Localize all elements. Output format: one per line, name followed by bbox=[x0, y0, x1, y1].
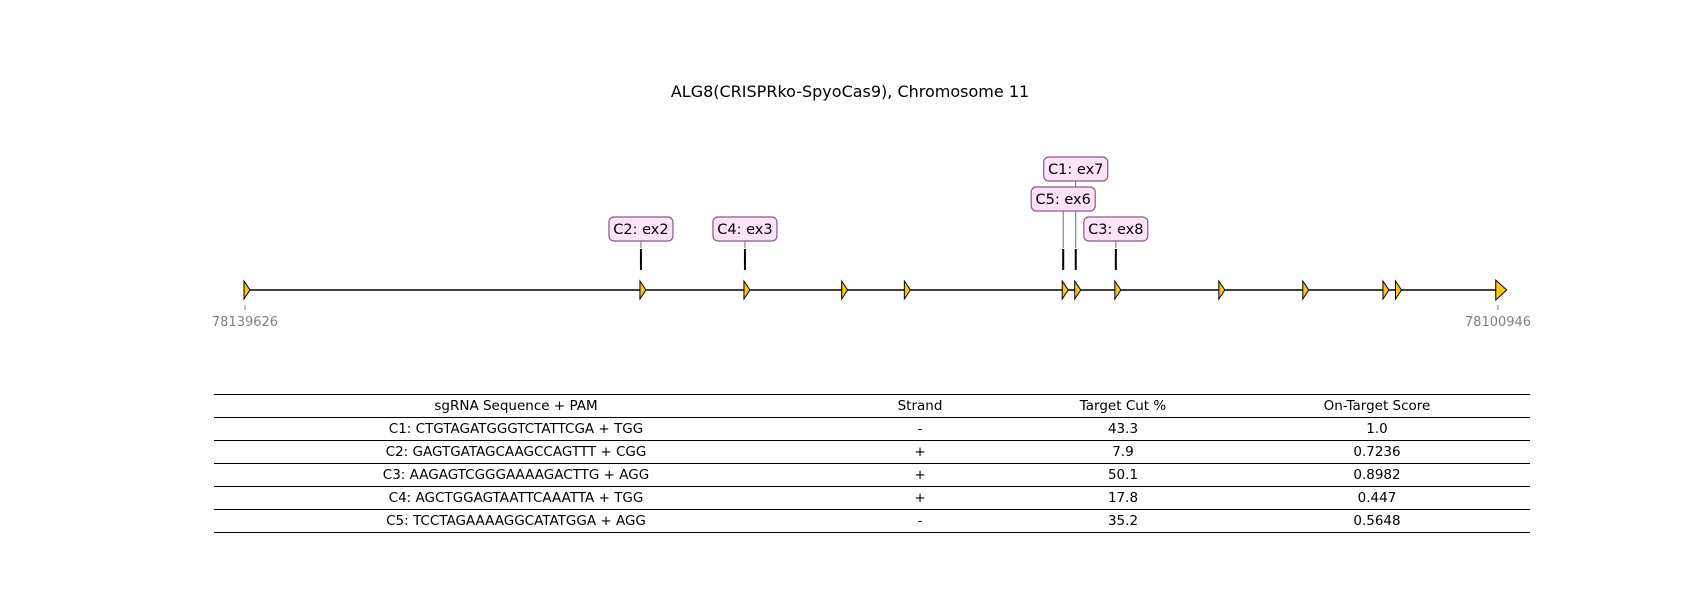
exon-marker bbox=[1074, 279, 1082, 301]
start-coordinate: 78139626 bbox=[212, 315, 278, 330]
table-row: C5: TCCTAGAAAAGGCATATGGA + AGG - 35.2 0.… bbox=[214, 509, 1530, 533]
cell-sequence: C3: AAGAGTCGGGAAAAGACTTG + AGG bbox=[214, 463, 818, 487]
header-sequence: sgRNA Sequence + PAM bbox=[214, 394, 818, 418]
header-strand: Strand bbox=[818, 394, 1022, 418]
cell-cut-percent: 50.1 bbox=[1022, 463, 1224, 487]
cell-strand: - bbox=[818, 509, 1022, 533]
table-row: C1: CTGTAGATGGGTCTATTCGA + TGG - 43.3 1.… bbox=[214, 417, 1530, 441]
end-coordinate: 78100946 bbox=[1465, 315, 1531, 330]
guide-label: C4: ex3 bbox=[717, 222, 772, 238]
cell-strand: - bbox=[818, 417, 1022, 441]
cell-strand: + bbox=[818, 486, 1022, 510]
cell-score: 0.8982 bbox=[1224, 463, 1530, 487]
cell-strand: + bbox=[818, 463, 1022, 487]
guide-table: sgRNA Sequence + PAM Strand Target Cut %… bbox=[214, 394, 1530, 533]
guide-label-box bbox=[1083, 216, 1149, 242]
exon-layer bbox=[243, 278, 1508, 302]
guide-annotation: C4: ex3 bbox=[712, 216, 778, 270]
cell-strand: + bbox=[818, 440, 1022, 464]
cell-score: 0.447 bbox=[1224, 486, 1530, 510]
guide-label-box bbox=[1043, 156, 1109, 182]
exon-marker bbox=[841, 279, 849, 301]
cell-score: 0.7236 bbox=[1224, 440, 1530, 464]
header-cut-percent: Target Cut % bbox=[1022, 394, 1224, 418]
guide-label: C5: ex6 bbox=[1036, 192, 1091, 208]
exon-marker bbox=[743, 279, 751, 301]
cell-sequence: C2: GAGTGATAGCAAGCCAGTTT + CGG bbox=[214, 440, 818, 464]
cell-score: 1.0 bbox=[1224, 417, 1530, 441]
cell-cut-percent: 43.3 bbox=[1022, 417, 1224, 441]
header-score: On-Target Score bbox=[1224, 394, 1530, 418]
cell-cut-percent: 17.8 bbox=[1022, 486, 1224, 510]
exon-marker bbox=[243, 279, 251, 301]
guide-annotation: C5: ex6 bbox=[1030, 186, 1096, 270]
exon-marker bbox=[1218, 279, 1226, 301]
gene-map: C1: ex7 C2: ex2 C3: ex8 C4: ex3 C5: ex6 7813… bbox=[212, 156, 1531, 330]
guide-label-box bbox=[1030, 186, 1096, 212]
exon-marker bbox=[903, 279, 911, 301]
table-row: C4: AGCTGGAGTAATTCAAATTA + TGG + 17.8 0.… bbox=[214, 486, 1530, 510]
guide-label: C1: ex7 bbox=[1048, 162, 1103, 178]
exon-marker bbox=[1382, 279, 1390, 301]
cell-cut-percent: 35.2 bbox=[1022, 509, 1224, 533]
guide-annotation: C1: ex7 bbox=[1043, 156, 1109, 270]
exon-marker bbox=[1395, 279, 1403, 301]
guide-label: C2: ex2 bbox=[613, 222, 668, 238]
cell-score: 0.5648 bbox=[1224, 509, 1530, 533]
exon-marker bbox=[1495, 278, 1508, 302]
guide-label-box bbox=[608, 216, 674, 242]
exon-marker bbox=[639, 279, 647, 301]
exon-marker bbox=[1302, 279, 1310, 301]
cell-sequence: C5: TCCTAGAAAAGGCATATGGA + AGG bbox=[214, 509, 818, 533]
cell-sequence: C4: AGCTGGAGTAATTCAAATTA + TGG bbox=[214, 486, 818, 510]
exon-marker bbox=[1061, 279, 1069, 301]
chart-title: ALG8(CRISPRko-SpyoCas9), Chromosome 11 bbox=[670, 82, 1030, 101]
guide-label: C3: ex8 bbox=[1088, 222, 1143, 238]
cell-cut-percent: 7.9 bbox=[1022, 440, 1224, 464]
guide-layer: C1: ex7 C2: ex2 C3: ex8 C4: ex3 C5: ex6 bbox=[608, 156, 1149, 270]
guide-annotation: C3: ex8 bbox=[1083, 216, 1149, 270]
guide-label-box bbox=[712, 216, 778, 242]
cell-sequence: C1: CTGTAGATGGGTCTATTCGA + TGG bbox=[214, 417, 818, 441]
table-header-row: sgRNA Sequence + PAM Strand Target Cut %… bbox=[214, 394, 1530, 418]
exon-marker bbox=[1114, 279, 1122, 301]
table-row: C2: GAGTGATAGCAAGCCAGTTT + CGG + 7.9 0.7… bbox=[214, 440, 1530, 464]
table-row: C3: AAGAGTCGGGAAAAGACTTG + AGG + 50.1 0.… bbox=[214, 463, 1530, 487]
guide-annotation: C2: ex2 bbox=[608, 216, 674, 270]
